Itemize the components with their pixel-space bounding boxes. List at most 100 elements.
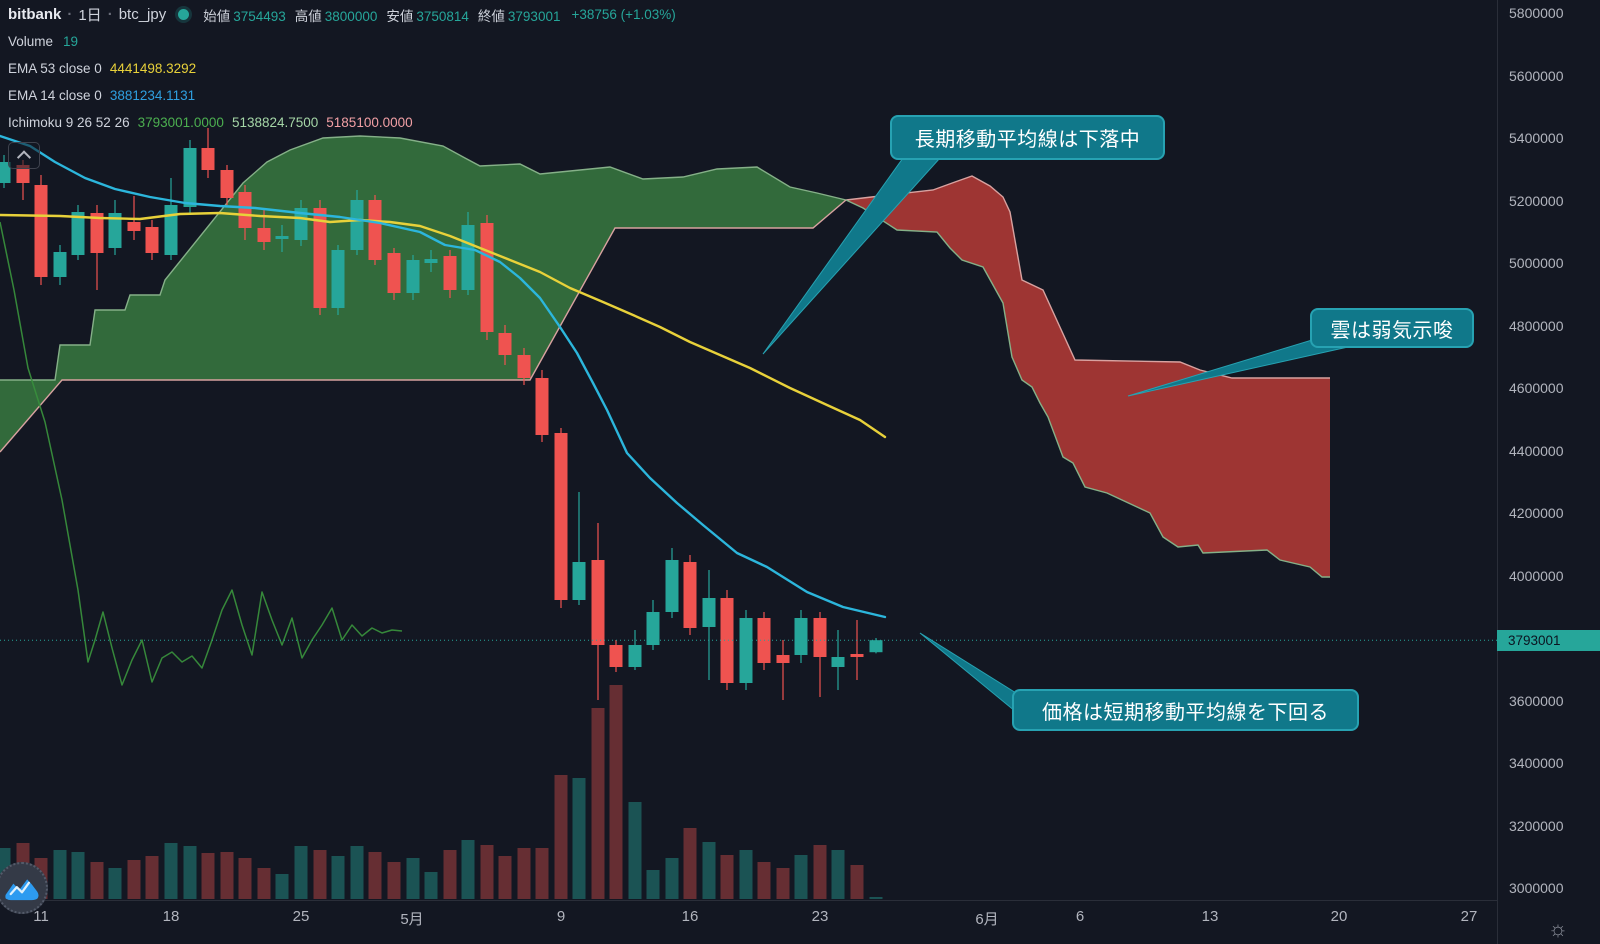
- ema53-legend-row[interactable]: EMA 53 close 0 4441498.3292: [8, 59, 676, 78]
- volume-bar[interactable]: [406, 858, 420, 899]
- volume-bar[interactable]: [387, 862, 401, 899]
- volume-bar[interactable]: [591, 708, 605, 899]
- candle-up[interactable]: [461, 225, 475, 290]
- candle-down[interactable]: [720, 598, 734, 683]
- callout-price-below-ema[interactable]: 価格は短期移動平均線を下回る: [1012, 689, 1359, 731]
- volume-bar[interactable]: [443, 850, 457, 899]
- volume-bar[interactable]: [757, 862, 771, 899]
- volume-bar[interactable]: [702, 842, 716, 899]
- interval-label[interactable]: 1日: [78, 7, 102, 24]
- volume-bar[interactable]: [164, 843, 178, 899]
- volume-bar[interactable]: [739, 850, 753, 899]
- volume-bar[interactable]: [628, 802, 642, 899]
- candle-up[interactable]: [702, 598, 716, 627]
- candle-down[interactable]: [535, 378, 549, 435]
- candle-down[interactable]: [368, 200, 382, 260]
- theme-sun-icon[interactable]: ☼: [1547, 916, 1568, 941]
- tradingview-logo-icon[interactable]: [0, 862, 48, 914]
- candle-down[interactable]: [443, 256, 457, 290]
- volume-bar[interactable]: [183, 846, 197, 899]
- candle-down[interactable]: [238, 192, 252, 228]
- candle-down[interactable]: [16, 165, 30, 183]
- candle-up[interactable]: [406, 260, 420, 293]
- volume-bar[interactable]: [720, 855, 734, 899]
- candle-up[interactable]: [794, 618, 808, 655]
- candle-up[interactable]: [53, 252, 67, 277]
- candle-up[interactable]: [331, 250, 345, 308]
- candle-down[interactable]: [498, 333, 512, 355]
- candle-down[interactable]: [127, 222, 141, 231]
- candle-down[interactable]: [201, 148, 215, 170]
- volume-bar[interactable]: [275, 874, 289, 899]
- volume-legend-row[interactable]: Volume 19: [8, 32, 676, 51]
- volume-bar[interactable]: [535, 848, 549, 899]
- candle-up[interactable]: [665, 560, 679, 612]
- volume-bar[interactable]: [313, 850, 327, 899]
- ema14-legend-row[interactable]: EMA 14 close 0 3881234.1131: [8, 86, 676, 105]
- volume-bar[interactable]: [646, 870, 660, 899]
- volume-bar[interactable]: [331, 856, 345, 899]
- pane-collapse-button[interactable]: [8, 142, 40, 169]
- volume-bar[interactable]: [831, 850, 845, 899]
- candle-down[interactable]: [554, 433, 568, 600]
- volume-bar[interactable]: [53, 850, 67, 899]
- volume-bar[interactable]: [480, 845, 494, 899]
- volume-bar[interactable]: [517, 848, 531, 899]
- volume-bar[interactable]: [665, 858, 679, 899]
- candle-down[interactable]: [34, 185, 48, 277]
- volume-bar[interactable]: [108, 868, 122, 899]
- callout-ema-falling[interactable]: 長期移動平均線は下落中: [890, 115, 1165, 160]
- volume-bar[interactable]: [850, 865, 864, 899]
- volume-bar[interactable]: [145, 856, 159, 899]
- volume-bar[interactable]: [257, 868, 271, 899]
- candle-up[interactable]: [0, 162, 11, 183]
- volume-bar[interactable]: [71, 852, 85, 899]
- volume-bar[interactable]: [350, 846, 364, 899]
- candle-up[interactable]: [275, 236, 289, 239]
- exchange-name[interactable]: bitbank: [8, 6, 62, 23]
- volume-bar[interactable]: [609, 685, 623, 899]
- volume-bar[interactable]: [794, 855, 808, 899]
- candle-down[interactable]: [257, 228, 271, 242]
- volume-bar[interactable]: [776, 868, 790, 899]
- candle-up[interactable]: [572, 562, 586, 600]
- candle-down[interactable]: [90, 213, 104, 253]
- volume-bar[interactable]: [554, 775, 568, 899]
- candle-down[interactable]: [591, 560, 605, 645]
- callout-bearish-cloud[interactable]: 雲は弱気示唆: [1310, 308, 1474, 348]
- candle-up[interactable]: [294, 208, 308, 240]
- candle-down[interactable]: [850, 654, 864, 657]
- volume-bar[interactable]: [294, 846, 308, 899]
- price-axis[interactable]: 5800000 5600000 5400000 5200000 5000000 48000…: [1497, 0, 1600, 944]
- candle-up[interactable]: [183, 148, 197, 207]
- candle-up[interactable]: [646, 612, 660, 645]
- volume-bar[interactable]: [201, 853, 215, 899]
- volume-bar[interactable]: [90, 862, 104, 899]
- candle-down[interactable]: [683, 562, 697, 628]
- symbol-pair[interactable]: btc_jpy: [118, 6, 167, 23]
- candle-down[interactable]: [220, 170, 234, 198]
- volume-bar[interactable]: [461, 840, 475, 899]
- volume-bar[interactable]: [238, 858, 252, 899]
- volume-bar[interactable]: [498, 856, 512, 899]
- candle-up[interactable]: [628, 645, 642, 667]
- candle-up[interactable]: [869, 640, 883, 653]
- time-axis[interactable]: 11 18 25 5月 9 16 23 6月 6 13 20 27: [0, 900, 1600, 944]
- volume-bar[interactable]: [683, 828, 697, 899]
- volume-bar[interactable]: [368, 852, 382, 899]
- candle-up[interactable]: [831, 657, 845, 667]
- volume-bar[interactable]: [572, 778, 586, 899]
- candle-down[interactable]: [813, 618, 827, 657]
- candle-up[interactable]: [739, 618, 753, 683]
- ichimoku-legend-row[interactable]: Ichimoku 9 26 52 26 3793001.0000 5138824…: [8, 113, 676, 132]
- candle-up[interactable]: [71, 212, 85, 255]
- ema14-line[interactable]: [0, 134, 887, 619]
- volume-bar[interactable]: [813, 845, 827, 899]
- candle-up[interactable]: [424, 259, 438, 263]
- candle-down[interactable]: [480, 223, 494, 332]
- volume-bar[interactable]: [869, 897, 883, 899]
- candle-up[interactable]: [108, 213, 122, 248]
- volume-bar[interactable]: [127, 860, 141, 899]
- candle-down[interactable]: [517, 355, 531, 378]
